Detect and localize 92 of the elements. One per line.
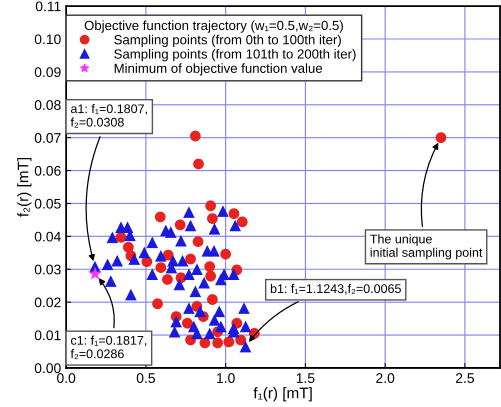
point (190, 285, 202, 298)
point (152, 298, 163, 310)
point (215, 274, 227, 286)
annotation: a1: f₁=0.1807, f₂=0.0308 (70, 104, 147, 128)
point (204, 261, 216, 272)
y-axis-title: f₂(r) [mT] (17, 158, 32, 217)
point (138, 246, 150, 258)
point (215, 320, 227, 332)
point (185, 254, 196, 264)
point (200, 338, 210, 348)
point (192, 236, 204, 247)
point (154, 212, 166, 222)
point (238, 302, 250, 314)
point (116, 232, 126, 243)
point (164, 226, 177, 238)
point (236, 216, 248, 228)
point (146, 236, 158, 248)
point (191, 328, 203, 340)
point (176, 254, 188, 267)
y-tick-label: 0.03 (34, 264, 61, 274)
point (183, 302, 195, 314)
point (102, 258, 114, 270)
point (191, 263, 203, 276)
legend-label: Sampling points (from 0th to 100th iter) (114, 34, 341, 48)
legend-title: Objective function trajectory (w₁=0.5,w₂=0.5) (84, 20, 343, 33)
point (212, 338, 224, 348)
point (240, 320, 252, 332)
y-tick-label: 0.08 (34, 100, 61, 110)
point (125, 288, 137, 300)
point (205, 270, 216, 282)
point (198, 276, 210, 289)
annotation: The unique initial sampling point (370, 234, 482, 260)
point (235, 334, 246, 346)
point (155, 250, 167, 262)
legend-label: Sampling points (from 101th to 200th iter) (114, 48, 356, 62)
point (174, 219, 186, 230)
point (208, 245, 220, 257)
point (240, 340, 252, 352)
point (146, 268, 158, 280)
y-tick-label: 0.04 (34, 232, 61, 242)
point (228, 268, 240, 280)
y-tick-label: 0.06 (34, 166, 61, 176)
point (207, 213, 218, 224)
point (208, 314, 220, 326)
y-tick-label: 0.10 (34, 34, 61, 44)
x-tick-label: 2.0 (376, 373, 394, 383)
x-tick-label: 2.5 (456, 373, 474, 383)
point (213, 306, 226, 318)
annotation: c1: f₁=0.1817, f₂=0.0286 (70, 336, 146, 360)
x-tick-label: 0.5 (136, 373, 155, 383)
x-tick-label: 0.0 (57, 373, 76, 383)
y-tick-label: 0.11 (36, 1, 61, 12)
point (88, 266, 102, 280)
point (193, 158, 204, 170)
point (208, 222, 220, 235)
point (111, 254, 123, 267)
x-tick-label: 1.0 (217, 373, 235, 383)
point (128, 253, 140, 265)
point (436, 132, 446, 144)
point (183, 268, 195, 280)
x-tick-label: 1.5 (296, 373, 314, 383)
point (204, 328, 216, 340)
point (205, 200, 216, 212)
point (182, 318, 193, 329)
point (156, 262, 166, 273)
y-tick-label: 0.07 (34, 133, 61, 143)
point (104, 275, 117, 287)
point (122, 242, 134, 253)
point (106, 232, 118, 244)
point (168, 326, 180, 338)
point (174, 278, 186, 290)
point (217, 205, 229, 217)
point (194, 306, 206, 318)
point (220, 248, 232, 260)
y-tick-label: 0.05 (34, 198, 61, 209)
y-tick-label: 0.00 (34, 363, 61, 374)
y-tick-label: 0.02 (34, 297, 61, 308)
legend-label: Minimum of objective function value (114, 63, 322, 76)
point (184, 220, 196, 232)
point (162, 274, 173, 285)
point (223, 336, 234, 348)
point (228, 208, 240, 220)
y-tick-label: 0.09 (34, 67, 61, 78)
annotation: b1: f₁=1.1243,f₂=0.0065 (270, 284, 401, 295)
point (170, 316, 182, 328)
point (190, 130, 201, 142)
point (207, 294, 218, 305)
point (175, 234, 187, 246)
point (183, 206, 195, 218)
point (229, 220, 242, 232)
x-axis-title: f₁(r) [mT] (254, 387, 312, 402)
y-tick-label: 0.01 (34, 330, 61, 340)
